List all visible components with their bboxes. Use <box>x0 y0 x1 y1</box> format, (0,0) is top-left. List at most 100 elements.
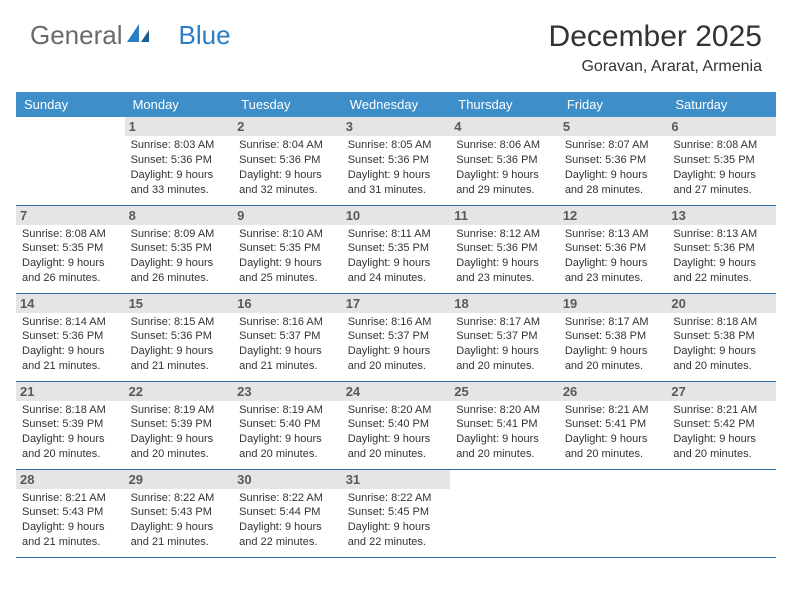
daylight-line: Daylight: 9 hours and 21 minutes. <box>22 521 105 548</box>
sunrise-line: Sunrise: 8:10 AM <box>239 228 323 240</box>
day-number: 13 <box>667 206 776 225</box>
weekday-header-row: Sunday Monday Tuesday Wednesday Thursday… <box>16 92 776 117</box>
day-number: 30 <box>233 470 342 489</box>
day-details: Sunrise: 8:06 AMSunset: 5:36 PMDaylight:… <box>456 138 553 197</box>
day-details: Sunrise: 8:09 AMSunset: 5:35 PMDaylight:… <box>131 227 228 286</box>
day-details: Sunrise: 8:10 AMSunset: 5:35 PMDaylight:… <box>239 227 336 286</box>
sunset-line: Sunset: 5:45 PM <box>348 506 429 518</box>
sunrise-line: Sunrise: 8:08 AM <box>22 228 106 240</box>
calendar-cell: 2 Sunrise: 8:04 AMSunset: 5:36 PMDaylight… <box>233 117 342 205</box>
sunset-line: Sunset: 5:35 PM <box>22 242 103 254</box>
day-number: 2 <box>233 117 342 136</box>
sunrise-line: Sunrise: 8:20 AM <box>348 404 432 416</box>
sunrise-line: Sunrise: 8:13 AM <box>565 228 649 240</box>
calendar-cell: 14Sunrise: 8:14 AMSunset: 5:36 PMDayligh… <box>16 293 125 381</box>
daylight-line: Daylight: 9 hours and 20 minutes. <box>348 433 431 460</box>
sunrise-line: Sunrise: 8:06 AM <box>456 139 540 151</box>
month-title: December 2025 <box>549 20 762 54</box>
calendar-cell: 10Sunrise: 8:11 AMSunset: 5:35 PMDayligh… <box>342 205 451 293</box>
daylight-line: Daylight: 9 hours and 22 minutes. <box>673 257 756 284</box>
header: General Blue December 2025 Goravan, Arar… <box>0 0 792 84</box>
sunset-line: Sunset: 5:37 PM <box>239 330 320 342</box>
calendar-cell: 23Sunrise: 8:19 AMSunset: 5:40 PMDayligh… <box>233 381 342 469</box>
sunrise-line: Sunrise: 8:16 AM <box>348 316 432 328</box>
daylight-line: Daylight: 9 hours and 22 minutes. <box>348 521 431 548</box>
day-details: Sunrise: 8:04 AMSunset: 5:36 PMDaylight:… <box>239 138 336 197</box>
calendar-cell: 30Sunrise: 8:22 AMSunset: 5:44 PMDayligh… <box>233 469 342 557</box>
calendar-cell: 24 Sunrise: 8:20 AMSunset: 5:40 PMDayligh… <box>342 381 451 469</box>
daylight-line: Daylight: 9 hours and 32 minutes. <box>239 169 322 196</box>
daylight-line: Daylight: 9 hours and 20 minutes. <box>131 433 214 460</box>
sunrise-line: Sunrise: 8:21 AM <box>673 404 757 416</box>
sunrise-line: Sunrise: 8:22 AM <box>348 492 432 504</box>
sunset-line: Sunset: 5:41 PM <box>565 418 646 430</box>
sunset-line: Sunset: 5:35 PM <box>131 242 212 254</box>
day-number: 18 <box>450 294 559 313</box>
day-details: Sunrise: 8:18 AMSunset: 5:38 PMDaylight:… <box>673 315 770 374</box>
day-number: 8 <box>125 206 234 225</box>
calendar-cell: 11Sunrise: 8:12 AMSunset: 5:36 PMDayligh… <box>450 205 559 293</box>
day-number: 29 <box>125 470 234 489</box>
sunrise-line: Sunrise: 8:11 AM <box>348 228 431 240</box>
day-number: 6 <box>667 117 776 136</box>
sunset-line: Sunset: 5:36 PM <box>348 154 429 166</box>
day-number: 15 <box>125 294 234 313</box>
calendar-cell: 28Sunrise: 8:21 AMSunset: 5:43 PMDayligh… <box>16 469 125 557</box>
logo: General Blue <box>30 20 231 51</box>
weekday-wednesday: Wednesday <box>342 92 451 117</box>
day-number: 7 <box>16 206 125 225</box>
sunset-line: Sunset: 5:36 PM <box>456 242 537 254</box>
calendar-row: 1Sunrise: 8:03 AMSunset: 5:36 PMDaylight… <box>16 117 776 205</box>
sunrise-line: Sunrise: 8:14 AM <box>22 316 106 328</box>
daylight-line: Daylight: 9 hours and 24 minutes. <box>348 257 431 284</box>
daylight-line: Daylight: 9 hours and 21 minutes. <box>22 345 105 372</box>
sunset-line: Sunset: 5:37 PM <box>348 330 429 342</box>
calendar-row: 28Sunrise: 8:21 AMSunset: 5:43 PMDayligh… <box>16 469 776 557</box>
calendar-cell: 4Sunrise: 8:06 AMSunset: 5:36 PMDaylight… <box>450 117 559 205</box>
calendar-cell: 21Sunrise: 8:18 AMSunset: 5:39 PMDayligh… <box>16 381 125 469</box>
calendar-cell: 26Sunrise: 8:21 AMSunset: 5:41 PMDayligh… <box>559 381 668 469</box>
day-details: Sunrise: 8:18 AMSunset: 5:39 PMDaylight:… <box>22 403 119 462</box>
day-details: Sunrise: 8:15 AMSunset: 5:36 PMDaylight:… <box>131 315 228 374</box>
sunrise-line: Sunrise: 8:15 AM <box>131 316 215 328</box>
sunset-line: Sunset: 5:36 PM <box>131 330 212 342</box>
day-details: Sunrise: 8:13 AMSunset: 5:36 PMDaylight:… <box>673 227 770 286</box>
sail-icon <box>125 20 151 51</box>
sunrise-line: Sunrise: 8:21 AM <box>565 404 649 416</box>
sunrise-line: Sunrise: 8:16 AM <box>239 316 323 328</box>
calendar-cell: 3Sunrise: 8:05 AMSunset: 5:36 PMDaylight… <box>342 117 451 205</box>
day-details: Sunrise: 8:05 AMSunset: 5:36 PMDaylight:… <box>348 138 445 197</box>
day-details: Sunrise: 8:08 AMSunset: 5:35 PMDaylight:… <box>673 138 770 197</box>
day-details: Sunrise: 8:20 AMSunset: 5:40 PMDaylight:… <box>348 403 445 462</box>
sunrise-line: Sunrise: 8:09 AM <box>131 228 215 240</box>
day-number: 28 <box>16 470 125 489</box>
sunset-line: Sunset: 5:43 PM <box>131 506 212 518</box>
weekday-friday: Friday <box>559 92 668 117</box>
daylight-line: Daylight: 9 hours and 27 minutes. <box>673 169 756 196</box>
sunset-line: Sunset: 5:42 PM <box>673 418 754 430</box>
day-number: 31 <box>342 470 451 489</box>
day-number: 22 <box>125 382 234 401</box>
day-number: 1 <box>125 117 234 136</box>
sunset-line: Sunset: 5:36 PM <box>565 154 646 166</box>
sunrise-line: Sunrise: 8:22 AM <box>239 492 323 504</box>
calendar-grid: Sunday Monday Tuesday Wednesday Thursday… <box>16 92 776 558</box>
daylight-line: Daylight: 9 hours and 29 minutes. <box>456 169 539 196</box>
day-number: 24 <box>342 382 451 401</box>
sunrise-line: Sunrise: 8:08 AM <box>673 139 757 151</box>
day-details: Sunrise: 8:19 AMSunset: 5:39 PMDaylight:… <box>131 403 228 462</box>
day-details: Sunrise: 8:16 AMSunset: 5:37 PMDaylight:… <box>348 315 445 374</box>
day-details: Sunrise: 8:08 AMSunset: 5:35 PMDaylight:… <box>22 227 119 286</box>
logo-text-gray: General <box>30 20 123 51</box>
sunrise-line: Sunrise: 8:19 AM <box>131 404 215 416</box>
daylight-line: Daylight: 9 hours and 22 minutes. <box>239 521 322 548</box>
weekday-sunday: Sunday <box>16 92 125 117</box>
logo-text-blue: Blue <box>179 20 231 51</box>
calendar-cell: 1Sunrise: 8:03 AMSunset: 5:36 PMDaylight… <box>125 117 234 205</box>
sunrise-line: Sunrise: 8:18 AM <box>22 404 106 416</box>
day-details: Sunrise: 8:19 AMSunset: 5:40 PMDaylight:… <box>239 403 336 462</box>
daylight-line: Daylight: 9 hours and 20 minutes. <box>239 433 322 460</box>
calendar-cell: 22 Sunrise: 8:19 AMSunset: 5:39 PMDayligh… <box>125 381 234 469</box>
calendar-cell: 9Sunrise: 8:10 AMSunset: 5:35 PMDaylight… <box>233 205 342 293</box>
calendar-cell: 18Sunrise: 8:17 AMSunset: 5:37 PMDayligh… <box>450 293 559 381</box>
